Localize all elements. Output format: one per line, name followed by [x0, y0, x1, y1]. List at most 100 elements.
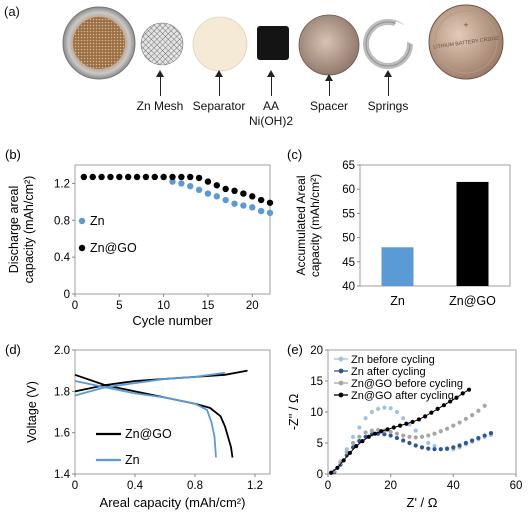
e-point-zngo-after: [429, 410, 434, 415]
panel-d-label: (d): [5, 342, 21, 357]
c-category-label-zn: Zn: [390, 294, 405, 308]
d-y-tick-label: 1.6: [54, 428, 70, 440]
c-y-tick-label: 40: [342, 281, 355, 293]
e-point-zngo-before: [444, 426, 450, 431]
b-point-zn: [187, 182, 194, 190]
e-legend-label-zngo-before: Zn@GO before cycling: [351, 378, 463, 390]
b-legend-label-zn: Zn: [90, 214, 105, 228]
arrowhead-separator: [215, 70, 223, 77]
e-point-zn-before: [363, 416, 368, 421]
c-y-axis-label-line: Accumulated Areal: [294, 175, 308, 275]
arrowhead-spacer: [325, 74, 333, 81]
e-point-zn-after: [451, 445, 456, 450]
e-point-zn-before: [382, 405, 387, 410]
arrowhead-nioh2: [267, 70, 275, 77]
e-point-zngo-after: [466, 387, 472, 392]
b-point-zngo: [107, 173, 114, 181]
b-y-tick-label: 0.4: [54, 252, 71, 264]
c-bar-zngo: [456, 181, 489, 286]
arrowhead-springs: [384, 70, 392, 77]
b-point-zn: [213, 193, 221, 200]
e-point-zngo-before: [338, 460, 343, 465]
b-y-axis-label: Discharge arealcapacity (mAh/cm²): [7, 176, 36, 284]
e-point-zn-after: [488, 430, 494, 436]
b-point-zngo: [249, 193, 256, 200]
b-x-axis-label: Cycle number: [132, 313, 213, 328]
d-x-tick-label: 0.4: [127, 480, 144, 492]
c-plot-frame: [359, 164, 511, 287]
e-point-zngo-before: [426, 433, 431, 438]
c-y-tick-label: 55: [342, 208, 355, 220]
b-point-zngo: [160, 173, 167, 181]
panel-e-label: (e): [287, 342, 303, 357]
e-legend-marker-zngo-before: [338, 380, 344, 386]
c-y-tick-label: 50: [342, 233, 355, 245]
e-point-zngo-before: [482, 403, 487, 408]
label-nioh2: AA Ni(OH)2: [249, 99, 293, 128]
e-legend-label-zn-before: Zn before cycling: [351, 354, 435, 366]
e-point-zn-after: [426, 446, 431, 451]
e-point-zngo-after: [354, 444, 359, 449]
e-point-zn-before: [369, 409, 374, 415]
e-y-tick-label: 0: [317, 469, 323, 481]
e-y-axis-label: -Z'' / Ω: [287, 394, 301, 430]
c-y-axis-label: Accumulated Arealcapacity (mAh/cm²): [294, 174, 322, 277]
d-legend-label-zn: Zn: [125, 453, 140, 467]
b-plot-frame: [74, 164, 271, 295]
e-legend-marker-zn-after: [338, 368, 344, 374]
e-point-zngo-before: [363, 430, 368, 435]
spring-image: [363, 19, 414, 69]
e-point-zngo-before: [457, 420, 462, 425]
e-y-tick-label: 20: [310, 345, 323, 357]
chart-d-voltage-profile: (d) 0 0.4 0.8 1.2 1.4 1.6 1.8 2.0 Areal capacity…: [5, 342, 271, 510]
e-point-zn-before: [344, 447, 349, 452]
e-point-zngo-after: [341, 458, 346, 463]
b-point-zn: [178, 180, 185, 187]
b-point-zngo: [213, 182, 221, 189]
e-point-zngo-before: [407, 434, 412, 439]
e-point-zngo-before: [350, 440, 356, 446]
e-point-zngo-after: [454, 395, 459, 400]
b-point-zn: [222, 196, 229, 204]
chart-e-impedance: (e) 0 20 40 60 0 5 10 15 20 Z' / Ω -Z'' / Ω Zn befo…: [287, 342, 522, 510]
e-point-zn-after: [457, 443, 462, 448]
nioh2-electrode-image: [257, 26, 289, 60]
b-point-zn: [257, 207, 265, 215]
b-point-zn: [195, 186, 203, 194]
e-point-zngo-before: [419, 434, 425, 439]
e-point-zngo-before: [401, 433, 406, 438]
e-point-zngo-after: [366, 434, 371, 439]
e-y-tick-label: 5: [317, 438, 323, 450]
b-point-zngo: [222, 185, 229, 193]
e-point-zngo-after: [404, 421, 409, 426]
b-point-zngo: [142, 173, 150, 181]
e-point-zngo-before: [413, 435, 418, 440]
e-legend-marker-zngo-after: [338, 392, 344, 398]
e-point-zngo-before: [369, 428, 374, 433]
arrow-nioh2: [271, 76, 272, 96]
b-point-zngo: [240, 190, 247, 197]
label-separator: Separator: [192, 99, 246, 113]
d-x-tick-label: 1.2: [247, 480, 263, 492]
e-point-zngo-before: [344, 450, 349, 455]
b-point-zngo: [195, 174, 203, 182]
e-point-zn-after: [401, 438, 406, 443]
e-point-zngo-before: [451, 423, 456, 428]
b-point-zngo: [266, 199, 274, 206]
e-point-zngo-before: [357, 434, 362, 439]
e-point-zn-after: [344, 453, 349, 458]
b-point-zngo: [116, 173, 123, 181]
e-point-zn-after: [382, 432, 387, 437]
arrow-spacer: [329, 80, 330, 96]
e-point-zn-before: [388, 406, 393, 411]
e-point-zn-after: [394, 435, 400, 441]
e-legend-label-zn-after: Zn after cycling: [351, 366, 426, 378]
b-legend-marker-zn: [78, 217, 86, 225]
e-point-zn-after: [407, 440, 412, 446]
e-legend-marker-zn-before: [338, 356, 344, 362]
e-point-zngo-after: [410, 419, 415, 425]
c-y-axis-label-line: capacity (mAh/cm²): [308, 174, 322, 277]
e-point-zn-after: [470, 438, 475, 443]
e-point-zngo-after: [448, 399, 453, 404]
chart-c-accumulated-capacity: (c) 40 45 50 55 60 65 Zn Zn@GO Accumulated Areal…: [287, 147, 511, 308]
